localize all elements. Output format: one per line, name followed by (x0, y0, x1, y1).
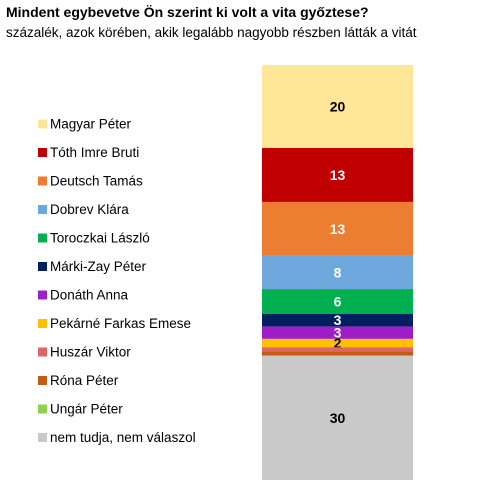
segment-6-bar (262, 326, 413, 339)
legend-swatch-8 (38, 347, 47, 357)
legend-swatch-11 (38, 433, 47, 442)
segment-2-bar (262, 201, 413, 256)
legend-label-9: Róna Péter (50, 373, 119, 388)
segment-7-value-label: 2 (334, 335, 342, 351)
legend-swatch-5 (38, 262, 47, 271)
segment-3-bar (262, 255, 413, 290)
segment-4-value-label: 6 (334, 294, 342, 310)
legend-label-4: Toroczkai László (50, 231, 150, 246)
legend-swatch-0 (38, 119, 47, 129)
segment-1-value-label: 13 (330, 167, 346, 183)
segment-11-bar (262, 355, 413, 480)
segment-4-bar (262, 289, 413, 314)
legend-label-7: Pekárné Farkas Emese (50, 316, 191, 331)
legend-swatch-4 (38, 233, 47, 243)
segment-3-value-label: 8 (334, 265, 342, 281)
segment-2-value-label: 13 (330, 221, 346, 237)
legend-swatch-10 (38, 404, 47, 414)
legend-swatch-9 (38, 376, 47, 385)
legend-label-10: Ungár Péter (50, 402, 123, 417)
chart-subtitle: százalék, azok körében, akik legalább na… (6, 25, 417, 40)
legend-swatch-2 (38, 176, 47, 186)
segment-8-bar (262, 347, 413, 352)
legend-label-5: Márki-Zay Péter (50, 259, 147, 274)
legend-label-8: Huszár Viktor (50, 345, 131, 360)
chart-title: Mindent egybevetve Ön szerint ki volt a … (6, 4, 369, 20)
segment-0-bar (262, 65, 413, 148)
legend-label-11: nem tudja, nem válaszol (50, 430, 196, 445)
segment-1-bar (262, 148, 413, 202)
segment-0-value-label: 20 (330, 99, 346, 115)
legend: Magyar Péter Tóth Imre Bruti Deutsch Tamás… (38, 117, 196, 445)
legend-label-3: Dobrev Klára (50, 202, 129, 217)
legend-label-0: Magyar Péter (50, 117, 132, 132)
segment-7-bar (262, 338, 413, 348)
legend-label-2: Deutsch Tamás (50, 174, 143, 189)
legend-label-6: Donáth Anna (50, 288, 129, 303)
segment-11-value-label: 30 (330, 410, 346, 426)
segment-5-bar (262, 314, 413, 327)
legend-swatch-1 (38, 148, 47, 157)
segment-6-value-label: 3 (334, 325, 342, 341)
legend-swatch-3 (38, 205, 47, 214)
segment-5-value-label: 3 (334, 312, 342, 328)
legend-swatch-6 (38, 290, 47, 300)
legend-label-1: Tóth Imre Bruti (50, 145, 139, 160)
legend-swatch-7 (38, 319, 47, 328)
segment-9-bar (262, 351, 413, 356)
